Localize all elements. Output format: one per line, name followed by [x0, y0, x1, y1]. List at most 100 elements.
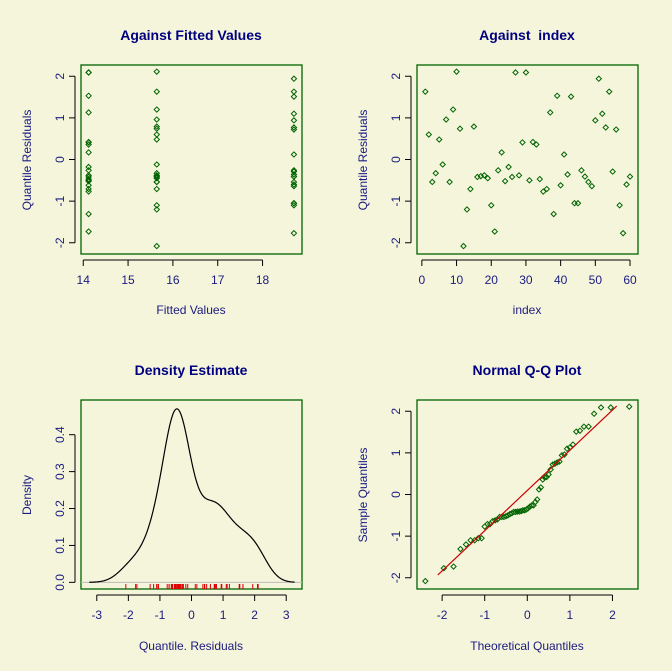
y-tick-label: 0.3 [53, 463, 67, 480]
residual-point [290, 181, 298, 188]
qq-point [422, 577, 429, 585]
qq-point [533, 496, 541, 503]
qq-point [590, 410, 598, 418]
residual-point [598, 110, 606, 118]
x-tick-label: 14 [77, 273, 91, 287]
residual-point [616, 201, 623, 209]
residual-point [623, 181, 630, 188]
residual-point [557, 182, 564, 189]
residual-point [446, 178, 453, 186]
x-tick-label: 2 [609, 608, 616, 622]
residual-point [519, 139, 526, 146]
qq-point [457, 545, 464, 553]
residual-point [526, 177, 533, 184]
residual-point [290, 171, 298, 178]
residual-point [85, 109, 92, 116]
x-tick-label: 3 [283, 608, 290, 622]
y-tick-label: -1 [53, 195, 67, 206]
residual-point [290, 126, 298, 133]
qq-point [585, 423, 592, 430]
residual-point [477, 172, 485, 180]
residual-point [609, 168, 616, 175]
qq-point [597, 404, 605, 411]
residual-point [290, 75, 298, 83]
residual-point [515, 172, 523, 179]
qq-point [556, 458, 563, 465]
residual-point [581, 173, 589, 180]
residual-point [470, 123, 478, 130]
qq-point [524, 504, 532, 512]
x-tick-label: 15 [121, 273, 135, 287]
residual-point [290, 229, 298, 237]
residual-point [491, 228, 499, 235]
y-axis-label-qq: Sample Quantiles [356, 448, 370, 543]
y-axis-label-density: Density [20, 475, 34, 515]
x-axis-label-fitted: Fitted Values [156, 303, 225, 317]
residual-point [85, 92, 92, 100]
residual-point [290, 124, 298, 131]
residual-point [290, 151, 298, 158]
residual-point [529, 138, 537, 146]
residual-point [453, 68, 460, 75]
y-tick-label: 0.1 [53, 537, 67, 554]
y-tick-label: 0.0 [53, 574, 67, 591]
x-tick-label: -1 [479, 608, 490, 622]
residual-point [480, 172, 488, 179]
y-tick-label: 0.2 [53, 500, 67, 517]
qq-point [563, 445, 571, 453]
qq-point [484, 520, 491, 528]
x-axis-label-density: Quantile. Residuals [139, 639, 243, 653]
qq-point [539, 476, 547, 483]
y-axis-label-index: Quantile Residuals [356, 110, 370, 211]
qq-point [532, 498, 539, 506]
qq-point [541, 474, 548, 481]
qq-point [576, 427, 584, 435]
plot-frame [80, 64, 303, 255]
y-tick-label: 1 [53, 114, 67, 121]
residual-point [85, 188, 92, 195]
residual-point [553, 92, 561, 100]
qq-point [523, 506, 530, 513]
y-tick-label: 2 [389, 408, 403, 415]
x-axis-label-index: index [513, 303, 542, 317]
y-tick-label: -2 [389, 572, 403, 583]
residual-point [153, 123, 161, 130]
residual-point [508, 173, 516, 181]
residual-point [460, 242, 467, 250]
residual-point [588, 182, 596, 190]
residual-point [619, 229, 627, 237]
residual-point [626, 173, 634, 180]
x-tick-label: 10 [450, 273, 464, 287]
residual-point [539, 188, 547, 195]
residual-point [467, 185, 474, 193]
qq-point [462, 541, 470, 548]
residual-point [536, 175, 544, 183]
residual-point [153, 242, 161, 250]
qq-point [580, 423, 588, 430]
residual-point [564, 171, 571, 178]
x-tick-label: 17 [211, 273, 225, 287]
y-tick-label: 0 [389, 491, 403, 498]
residual-point [85, 149, 92, 156]
residual-point [290, 173, 298, 180]
residual-point [612, 126, 620, 133]
x-tick-label: -2 [123, 608, 134, 622]
residual-point [501, 177, 509, 185]
x-tick-label: 50 [589, 273, 603, 287]
residual-point [153, 178, 161, 186]
residual-point [290, 167, 298, 174]
x-tick-label: -1 [155, 608, 166, 622]
qq-point [519, 507, 527, 514]
y-axis-label-fitted: Quantile Residuals [20, 110, 34, 211]
residual-point [442, 116, 450, 123]
residual-point [290, 88, 298, 95]
residual-point [153, 136, 161, 143]
residual-point [428, 178, 436, 186]
residual-point [449, 106, 457, 113]
residual-point [153, 172, 161, 179]
y-tick-label: 1 [389, 114, 403, 121]
residual-point [505, 163, 512, 171]
residual-point [290, 178, 298, 186]
